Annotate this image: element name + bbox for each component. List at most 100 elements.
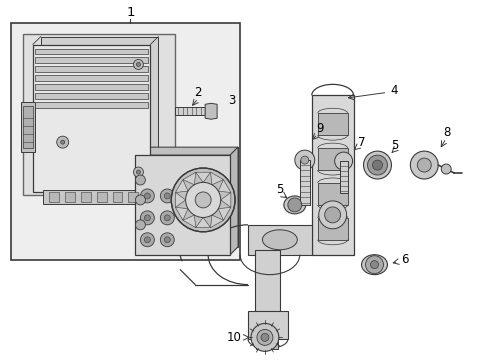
Bar [255, 337, 277, 349]
Bar [317, 148, 347, 170]
Ellipse shape [361, 255, 386, 275]
Circle shape [409, 151, 437, 179]
Circle shape [195, 192, 211, 208]
Circle shape [300, 156, 308, 164]
Bar [317, 183, 347, 205]
Circle shape [164, 237, 170, 243]
Bar [81, 192, 90, 202]
Circle shape [61, 140, 64, 144]
Bar [35, 58, 148, 63]
Bar [35, 49, 148, 54]
Circle shape [144, 215, 150, 221]
Circle shape [140, 211, 154, 225]
Circle shape [185, 183, 220, 217]
Circle shape [160, 211, 174, 225]
Text: 4: 4 [390, 84, 397, 97]
Polygon shape [220, 193, 230, 207]
Circle shape [372, 160, 382, 170]
Bar [35, 75, 148, 81]
Circle shape [135, 220, 145, 230]
Bar [317, 113, 347, 135]
Bar [11, 23, 240, 260]
Circle shape [416, 158, 430, 172]
Circle shape [144, 193, 150, 199]
Bar [128, 192, 138, 202]
Polygon shape [175, 193, 185, 207]
Polygon shape [229, 147, 238, 255]
Circle shape [324, 207, 340, 223]
Circle shape [136, 62, 140, 67]
Polygon shape [205, 103, 217, 119]
Bar [311, 95, 353, 255]
Circle shape [365, 256, 383, 274]
Circle shape [256, 329, 272, 345]
Bar [42, 190, 140, 204]
Polygon shape [183, 172, 195, 185]
Polygon shape [210, 172, 223, 185]
Bar [33, 45, 150, 192]
Polygon shape [195, 172, 210, 183]
Bar [49, 192, 59, 202]
Circle shape [287, 198, 301, 212]
Circle shape [160, 233, 174, 247]
Circle shape [57, 136, 68, 148]
Circle shape [136, 170, 140, 174]
Circle shape [318, 201, 346, 229]
Bar [143, 147, 238, 247]
Bar [35, 67, 148, 72]
Bar [96, 192, 106, 202]
Circle shape [164, 193, 170, 199]
Text: 8: 8 [443, 126, 450, 139]
Bar [64, 192, 75, 202]
Ellipse shape [262, 230, 297, 250]
Bar [339, 161, 347, 193]
Bar [23, 106, 33, 148]
Circle shape [164, 215, 170, 221]
Polygon shape [195, 217, 210, 228]
Text: 10: 10 [226, 331, 242, 344]
Text: 7: 7 [357, 136, 365, 149]
Bar [35, 84, 148, 90]
Polygon shape [175, 180, 187, 193]
Circle shape [294, 150, 314, 170]
Circle shape [140, 233, 154, 247]
Circle shape [135, 175, 145, 185]
Ellipse shape [363, 151, 390, 179]
Polygon shape [183, 215, 195, 228]
Text: 2: 2 [194, 86, 202, 99]
Circle shape [261, 333, 268, 341]
Polygon shape [175, 207, 187, 220]
Bar [254, 250, 279, 315]
Bar [299, 160, 309, 205]
Circle shape [367, 155, 386, 175]
Bar [317, 218, 347, 240]
Circle shape [370, 261, 378, 269]
Bar [35, 93, 148, 99]
Circle shape [140, 189, 154, 203]
Text: 9: 9 [315, 122, 323, 135]
Circle shape [135, 195, 145, 205]
Circle shape [160, 189, 174, 203]
Polygon shape [218, 180, 230, 193]
Circle shape [334, 152, 352, 170]
Ellipse shape [283, 196, 305, 214]
Circle shape [171, 168, 235, 232]
Bar [135, 155, 229, 255]
Text: 1: 1 [126, 6, 134, 19]
Bar [35, 102, 148, 108]
Circle shape [250, 323, 278, 351]
Circle shape [144, 237, 150, 243]
Bar [21, 102, 35, 152]
Bar [175, 107, 205, 115]
Bar [112, 192, 122, 202]
Polygon shape [135, 147, 238, 155]
Polygon shape [218, 207, 230, 220]
Bar [247, 225, 311, 255]
Bar [41, 37, 158, 184]
Circle shape [133, 59, 143, 69]
Bar [23, 33, 175, 195]
Text: 6: 6 [400, 253, 407, 266]
Circle shape [133, 167, 143, 177]
Text: 3: 3 [228, 94, 235, 107]
Polygon shape [210, 215, 223, 228]
